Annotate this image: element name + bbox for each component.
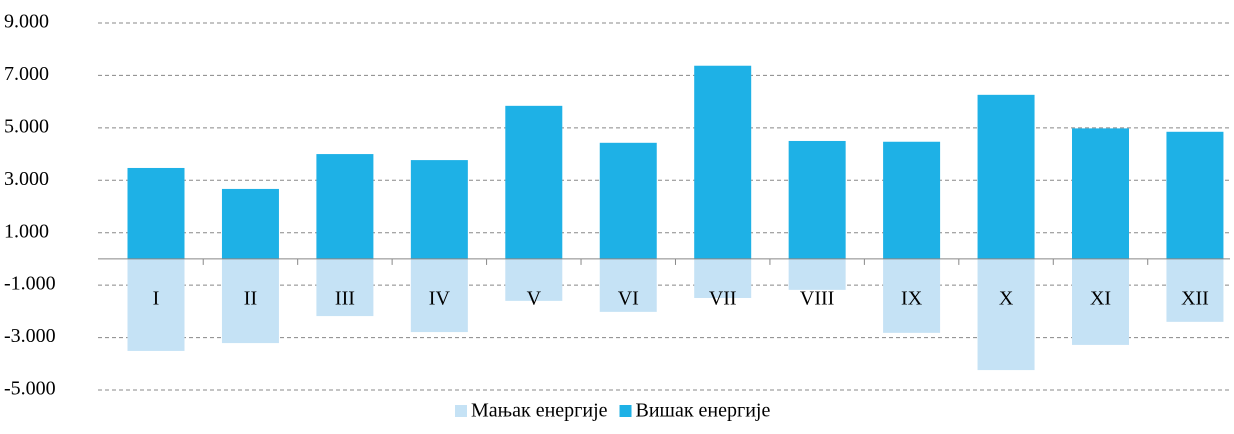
y-tick-label: 7.000 — [4, 63, 49, 85]
bar — [694, 65, 752, 259]
bar — [1072, 128, 1129, 259]
bar — [599, 258, 657, 312]
x-tick-label: XII — [1181, 288, 1209, 310]
bar — [316, 154, 374, 259]
bar — [127, 167, 185, 259]
bar — [883, 258, 941, 333]
bar — [221, 188, 279, 259]
bar — [410, 258, 468, 333]
bar — [1166, 258, 1224, 322]
bar — [599, 142, 657, 259]
bar — [1072, 258, 1129, 345]
bar — [977, 94, 1035, 259]
bar — [410, 160, 468, 259]
x-tick-label: IX — [901, 288, 923, 310]
y-tick-label: -1.000 — [4, 273, 56, 295]
legend-label: Мањак енергије — [471, 400, 608, 422]
bar — [505, 258, 563, 301]
bar — [977, 258, 1035, 371]
x-tick-label: II — [244, 288, 257, 310]
legend-swatch — [619, 405, 632, 417]
x-tick-label: VIII — [800, 288, 834, 310]
legend-label: Вишак енергије — [636, 400, 771, 422]
legend-swatch — [455, 405, 467, 417]
bar — [883, 141, 941, 259]
x-tick-label: VII — [709, 288, 737, 310]
y-tick-label: 5.000 — [4, 115, 49, 137]
bar — [505, 105, 563, 259]
y-tick-label: 9.000 — [4, 11, 49, 33]
y-tick-label: -5.000 — [4, 378, 56, 400]
bar — [1166, 131, 1224, 259]
x-tick-label: III — [335, 288, 355, 310]
bar — [221, 258, 279, 344]
x-tick-label: V — [527, 288, 542, 310]
bar — [127, 258, 185, 351]
y-tick-label: 1.000 — [4, 220, 49, 242]
bar — [694, 258, 752, 298]
x-tick-label: I — [153, 288, 160, 310]
x-tick-label: X — [999, 288, 1014, 310]
bar — [316, 258, 374, 317]
x-tick-label: VI — [618, 288, 639, 310]
x-tick-label: IV — [429, 288, 451, 310]
y-tick-label: 3.000 — [4, 168, 49, 190]
x-tick-label: XI — [1090, 288, 1111, 310]
bar — [788, 258, 846, 290]
bar — [788, 140, 846, 259]
y-tick-label: -3.000 — [4, 325, 56, 347]
